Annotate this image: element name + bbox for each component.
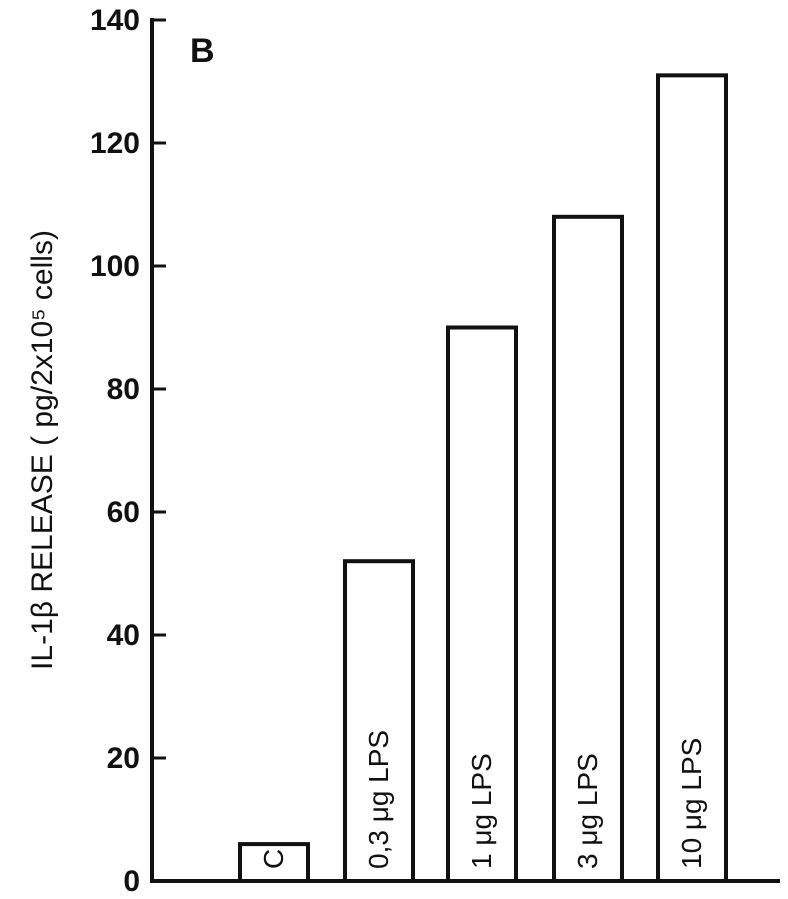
y-tick-label: 20: [107, 742, 140, 775]
bar: [446, 325, 518, 883]
y-tick-label: 60: [107, 496, 140, 529]
bar: [552, 214, 624, 884]
y-axis-label: IL-1β RELEASE ( pg/2x10⁵ cells): [26, 230, 59, 670]
y-tick-label: 140: [90, 4, 140, 37]
bars: C 0,3 μg LPS 1 μg LPS 3 μg LPS 10 μg LPS: [238, 73, 728, 884]
y-tick-label: 0: [123, 865, 140, 898]
bar-category-label: 1 μg LPS: [466, 753, 497, 869]
y-tick-label: 120: [90, 127, 140, 160]
panel-label: B: [190, 32, 215, 70]
y-tick-label: 80: [107, 373, 140, 406]
bar-category-label: 0,3 μg LPS: [363, 730, 394, 869]
y-tick-label: 100: [90, 250, 140, 283]
bar-category-label: 10 μg LPS: [676, 738, 707, 869]
bar-category-label: C: [258, 849, 289, 869]
bar: [238, 842, 310, 883]
bar-category-label: 3 μg LPS: [572, 753, 603, 869]
bar: [656, 73, 728, 884]
y-tick-label: 40: [107, 619, 140, 652]
bar: [343, 559, 415, 883]
